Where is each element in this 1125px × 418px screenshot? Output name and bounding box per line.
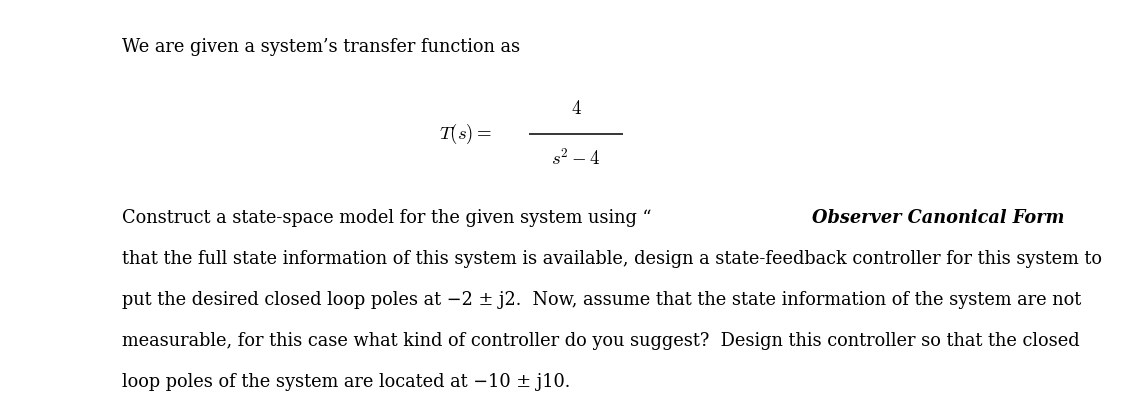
Text: $s^2 - 4$: $s^2 - 4$ <box>551 148 601 169</box>
Text: that the full state information of this system is available, design a state-feed: that the full state information of this … <box>122 250 1101 268</box>
Text: We are given a system’s transfer function as: We are given a system’s transfer functio… <box>122 38 520 56</box>
Text: $T(s) =$: $T(s) =$ <box>439 122 492 146</box>
Text: Construct a state-space model for the given system using “: Construct a state-space model for the gi… <box>122 209 657 227</box>
Text: loop poles of the system are located at −10 ± j10.: loop poles of the system are located at … <box>122 373 569 391</box>
Text: $4$: $4$ <box>570 99 582 118</box>
Text: Observer Canonical Form: Observer Canonical Form <box>812 209 1064 227</box>
Text: measurable, for this case what kind of controller do you suggest?  Design this c: measurable, for this case what kind of c… <box>122 332 1079 350</box>
Text: put the desired closed loop poles at −2 ± j2.  Now, assume that the state inform: put the desired closed loop poles at −2 … <box>122 291 1081 309</box>
